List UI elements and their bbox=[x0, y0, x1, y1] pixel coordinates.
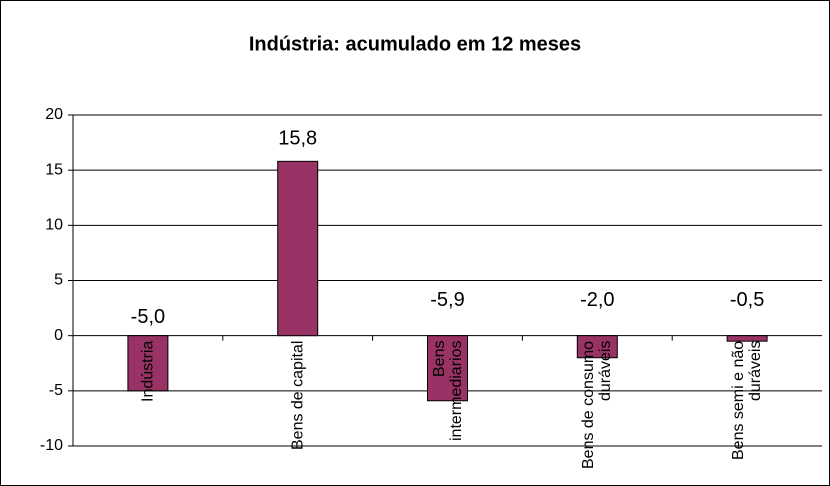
value-label: -5,0 bbox=[131, 306, 165, 328]
bar bbox=[726, 335, 768, 342]
y-tick-label: -5 bbox=[49, 382, 63, 399]
bar bbox=[576, 335, 618, 359]
bar bbox=[127, 335, 169, 392]
value-label: 15,8 bbox=[278, 128, 317, 150]
y-tick-label: -10 bbox=[40, 437, 63, 454]
bar bbox=[427, 335, 468, 402]
value-label: -0,5 bbox=[730, 289, 764, 311]
y-tick-label: 20 bbox=[45, 106, 63, 123]
x-tick-label: Indústria bbox=[139, 340, 157, 403]
y-tick-label: 10 bbox=[45, 217, 63, 234]
x-tick-label: Bens intermediarios bbox=[430, 340, 465, 442]
bar bbox=[277, 160, 319, 337]
value-label: -2,0 bbox=[580, 289, 614, 311]
y-tick-label: 5 bbox=[54, 272, 63, 289]
y-tick-label: 15 bbox=[45, 161, 63, 178]
chart-title: Indústria: acumulado em 12 meses bbox=[249, 33, 581, 55]
x-tick-label: Bens semi e não duráveis bbox=[730, 340, 765, 460]
y-tick-label: 0 bbox=[54, 327, 63, 344]
value-label: -5,9 bbox=[430, 289, 464, 311]
x-tick-label: Bens de capital bbox=[289, 340, 307, 451]
x-tick-label: Bens de consumo duráveis bbox=[580, 340, 615, 469]
